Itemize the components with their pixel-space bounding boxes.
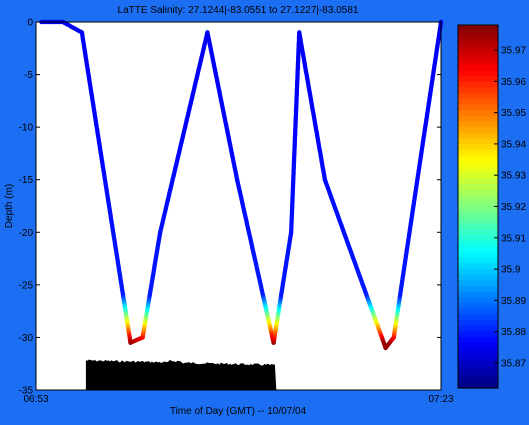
- colorbar-segment: [458, 268, 498, 276]
- colorbar-segment: [458, 297, 498, 304]
- colorbar-segment: [458, 70, 498, 77]
- colorbar-tick-label: 35.92: [501, 202, 526, 213]
- colorbar-segment: [458, 81, 498, 88]
- colorbar-segment: [458, 42, 498, 49]
- colorbar-segment: [458, 161, 498, 168]
- x-tick-label: 07:23: [428, 394, 453, 405]
- colorbar-segment: [458, 172, 498, 179]
- colorbar-segment: [458, 59, 498, 66]
- colorbar-segment: [458, 144, 498, 151]
- colorbar-segment: [458, 365, 498, 372]
- colorbar-segment: [458, 234, 498, 242]
- colorbar-segment: [458, 319, 498, 327]
- colorbar-segment: [458, 223, 498, 230]
- y-tick-label: 0: [27, 18, 33, 29]
- colorbar-segment: [458, 348, 498, 355]
- colorbar-tick-label: 35.9: [501, 265, 521, 276]
- colorbar-segment: [458, 302, 498, 310]
- y-tick-label: -10: [19, 123, 34, 134]
- colorbar-segment: [458, 212, 498, 219]
- colorbar-segment: [458, 53, 498, 60]
- colorbar-tick-label: 35.93: [501, 171, 526, 182]
- colorbar-segment: [458, 87, 498, 94]
- colorbar-tick-label: 35.95: [501, 108, 526, 119]
- colorbar-segment: [458, 189, 498, 196]
- bathymetry-area: [85, 359, 277, 390]
- bottom-bathymetry: [85, 359, 277, 390]
- colorbar-segment: [458, 183, 498, 191]
- colorbar-segment: [458, 217, 498, 225]
- colorbar-segment: [458, 336, 498, 344]
- colorbar-segment: [458, 166, 498, 174]
- colorbar-segment: [458, 76, 498, 83]
- colorbar-segment: [458, 104, 498, 111]
- colorbar-segment: [458, 240, 498, 247]
- y-axis-label: Depth (m): [4, 184, 15, 228]
- chart-title: LaTTE Salinity: 27.1244|-83.0551 to 27.1…: [118, 5, 359, 16]
- y-axis: 0 -5 -10 -15 -20 -25 -30 -35: [19, 18, 441, 397]
- y-tick-label: -5: [24, 70, 33, 81]
- colorbar-segment: [458, 263, 498, 270]
- colorbar-segment: [458, 353, 498, 361]
- y-tick-label: -35: [19, 386, 34, 397]
- colorbar-segment: [458, 64, 498, 71]
- y-tick-label: -30: [19, 333, 34, 344]
- colorbar-segment: [458, 291, 498, 298]
- y-tick-label: -15: [19, 175, 34, 186]
- colorbar-segment: [458, 121, 498, 128]
- plot-area: [36, 22, 441, 390]
- colorbar-segment: [458, 110, 498, 117]
- colorbar-tick-label: 35.96: [501, 77, 526, 88]
- colorbar-segment: [458, 308, 498, 315]
- salinity-scatter: [39, 19, 444, 351]
- colorbar-segment: [458, 47, 498, 54]
- colorbar-segment: [458, 257, 498, 264]
- colorbar-segment: [458, 98, 498, 106]
- y-tick-label: -25: [19, 280, 34, 291]
- colorbar-segment: [458, 93, 498, 100]
- colorbar-segment: [458, 285, 498, 293]
- colorbar-segment: [458, 206, 498, 213]
- colorbar-tick-label: 35.91: [501, 233, 526, 244]
- colorbar-segment: [458, 195, 498, 202]
- colorbar-segment: [458, 314, 498, 321]
- colorbar-tick-label: 35.88: [501, 327, 526, 338]
- colorbar-segment: [458, 25, 498, 32]
- colorbar-segment: [458, 30, 498, 37]
- colorbar-segment: [458, 325, 498, 332]
- colorbar-segment: [458, 178, 498, 185]
- colorbar-segment: [458, 132, 498, 140]
- colorbar-segment: [458, 138, 498, 145]
- colorbar-segment: [458, 251, 498, 259]
- colorbar-segment: [458, 280, 498, 287]
- colorbar-segment: [458, 370, 498, 378]
- colorbar-segment: [458, 331, 498, 338]
- x-axis: 06:53 07:23: [23, 386, 454, 405]
- colorbar-segment: [458, 382, 498, 389]
- colorbar-segment: [458, 359, 498, 366]
- colorbar-segment: [458, 274, 498, 281]
- colorbar-segment: [458, 127, 498, 134]
- colorbar-segment: [458, 376, 498, 383]
- colorbar-segment: [458, 200, 498, 208]
- colorbar-tick-label: 35.87: [501, 358, 526, 369]
- plot-frame: [35, 21, 442, 391]
- y-tick-label: -20: [19, 228, 34, 239]
- colorbar: 35.97 35.96 35.95 35.94 35.93 35.92 35.91 35.9 3…: [457, 24, 526, 389]
- colorbar-tick-label: 35.97: [501, 46, 526, 57]
- colorbar-tick-label: 35.94: [501, 139, 526, 150]
- colorbar-segment: [458, 229, 498, 236]
- colorbar-segment: [458, 246, 498, 253]
- colorbar-segment: [458, 342, 498, 349]
- colorbar-segment: [458, 36, 498, 43]
- colorbar-tick-label: 35.89: [501, 296, 526, 307]
- colorbar-segment: [458, 149, 498, 157]
- x-tick-label: 06:53: [23, 394, 48, 405]
- colorbar-segment: [458, 155, 498, 162]
- x-axis-label: Time of Day (GMT) -- 10/07/04: [170, 406, 307, 417]
- colorbar-segment: [458, 115, 498, 123]
